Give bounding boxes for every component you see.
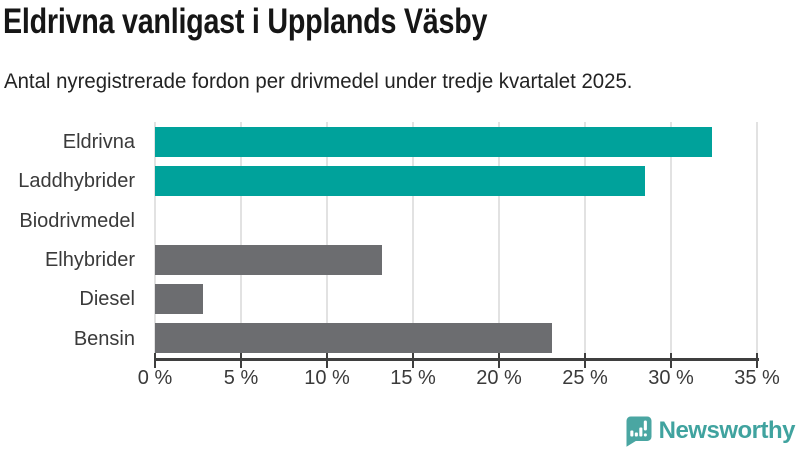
axis-tick: [412, 353, 414, 368]
axis-tick-label: 0 %: [137, 367, 173, 389]
chart-title: Eldrivna vanligast i Upplands Väsby: [3, 2, 488, 41]
axis-tick: [154, 353, 156, 368]
x-axis-tick-labels: 0 % 5 % 10 % 15 % 20 % 25 % 30 % 35 %: [138, 367, 780, 393]
bar-eldrivna: [155, 126, 713, 157]
axis-tick: [240, 353, 242, 368]
category-label: Biodrivmedel: [19, 209, 135, 232]
gridline: [756, 122, 758, 358]
bar-elhybrider: [155, 244, 383, 275]
axis-tick-label: 5 %: [223, 367, 259, 389]
category-label: Laddhybrider: [18, 170, 135, 193]
gridline: [240, 122, 242, 358]
gridline: [326, 122, 328, 358]
x-axis-line: [154, 358, 759, 361]
chart-subtitle: Antal nyregistrerade fordon per drivmede…: [4, 70, 633, 93]
category-label: Eldrivna: [62, 131, 135, 154]
gridline: [670, 122, 672, 358]
category-label: Diesel: [79, 288, 135, 311]
bar-laddhybrider: [155, 165, 646, 196]
bar-row: [155, 240, 757, 279]
axis-tick-label: 30 %: [648, 367, 694, 389]
bar-row: [155, 161, 757, 200]
category-label: Bensin: [73, 327, 135, 350]
category-labels: Eldrivna Laddhybrider Biodrivmedel Elhybrid…: [0, 123, 145, 359]
x-axis-ticks: [154, 353, 758, 368]
axis-tick: [584, 353, 586, 368]
axis-tick-label: 10 %: [304, 367, 350, 389]
bar-row: [155, 201, 757, 240]
bar-row: [155, 319, 757, 358]
gridline: [154, 122, 156, 358]
axis-tick: [326, 353, 328, 368]
axis-tick: [670, 353, 672, 368]
category-label: Elhybrider: [44, 249, 135, 272]
axis-tick-label: 15 %: [390, 367, 436, 389]
brand-name: Newsworthy: [658, 417, 796, 444]
gridline: [584, 122, 586, 358]
bar-row: [155, 279, 757, 318]
gridline: [412, 122, 414, 358]
axis-tick: [756, 353, 758, 368]
newsworthy-logo: Newsworthy: [622, 414, 796, 448]
axis-tick: [498, 353, 500, 368]
bar-bensin: [155, 323, 553, 354]
bar-diesel: [155, 283, 204, 314]
axis-tick-label: 35 %: [734, 367, 780, 389]
axis-tick-label: 20 %: [476, 367, 522, 389]
plot-area: [154, 122, 758, 358]
gridline: [498, 122, 500, 358]
bar-row: [155, 122, 757, 161]
axis-tick-label: 25 %: [562, 367, 608, 389]
bar-chart-speech-bubble-icon: [622, 416, 652, 447]
